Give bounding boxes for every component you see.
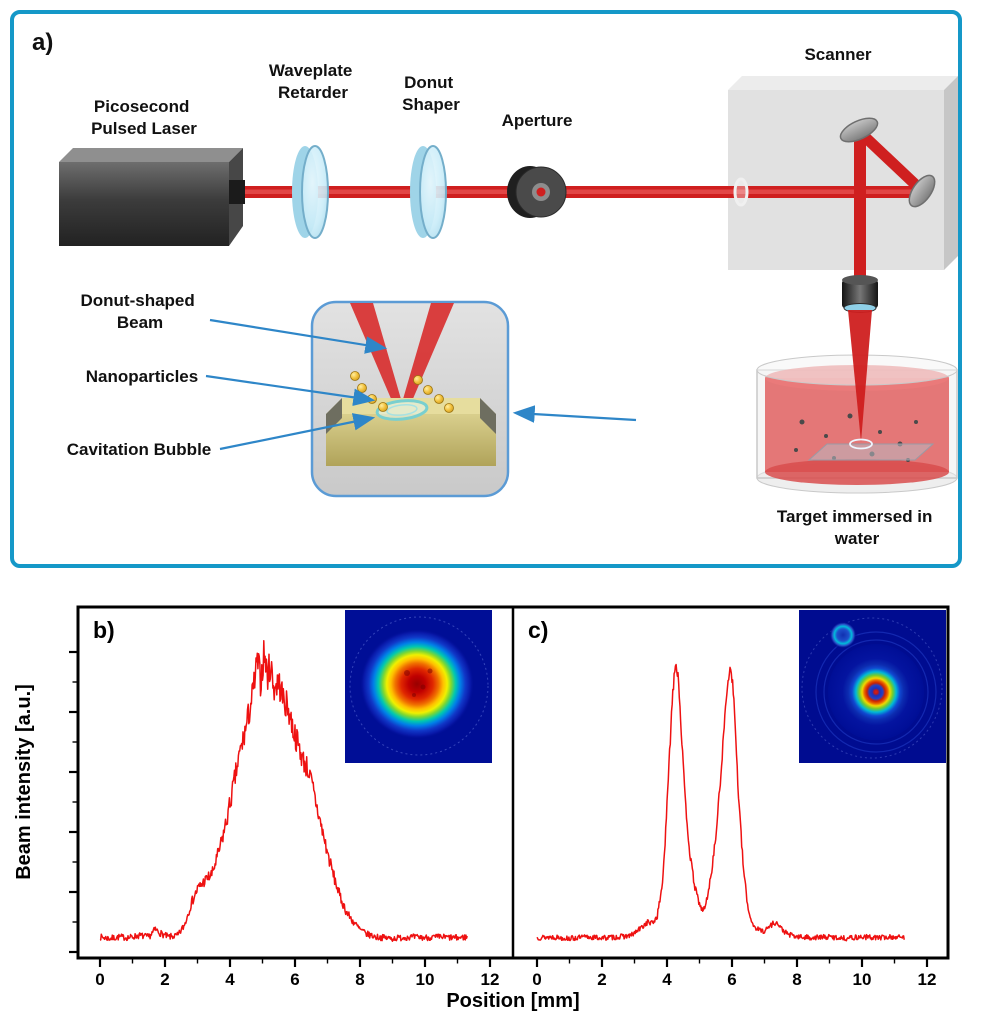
plot-frame — [76, 605, 950, 960]
galvo-mirror-2 — [908, 174, 936, 208]
x-tick-label: 10 — [853, 970, 872, 989]
focusing-lens — [842, 275, 878, 313]
target-label: Target immersed in water — [777, 507, 937, 548]
x-tick-label: 2 — [160, 970, 169, 989]
cavitation-bubble — [375, 399, 429, 421]
donut-shaper-label: Donut Shaper — [402, 73, 460, 114]
laser-label: Picosecond Pulsed Laser — [91, 97, 197, 138]
chart-plot-area: 0 2 4 6 8 10 12 0 2 4 6 8 10 12 — [69, 605, 950, 989]
optical-setup-diagram: a) Picosecond Pulsed Laser Scanner — [32, 29, 958, 548]
beaker-to-inset-arrow — [512, 405, 637, 423]
x-tick-label: 12 — [481, 970, 500, 989]
galvo-mirror-1 — [839, 117, 879, 143]
target-plate — [807, 443, 935, 461]
waveplate-label: Waveplate Retarder — [269, 61, 357, 102]
nanoparticles-label: Nanoparticles — [86, 367, 198, 386]
panel-c-letter: c) — [528, 617, 548, 643]
panel-a-letter: a) — [32, 29, 53, 56]
picosecond-laser — [59, 148, 245, 246]
panel-b-letter: b) — [93, 617, 115, 643]
x-tick-label: 10 — [416, 970, 435, 989]
x-tick-label: 4 — [662, 970, 672, 989]
x-tick-label: 8 — [355, 970, 364, 989]
scanner-label: Scanner — [804, 45, 871, 64]
gaussian-beam-inset-image — [345, 610, 492, 763]
waveplate-retarder-lens — [292, 145, 329, 239]
zoom-inset — [310, 300, 510, 498]
scanner-box — [728, 76, 958, 270]
aperture-optic — [507, 166, 567, 218]
donut-beam-arrow — [209, 318, 388, 354]
beam-profile-panels: 0 2 4 6 8 10 12 0 2 4 6 8 10 12 b) c) Beam intensity … — [0, 595, 981, 1024]
cavitation-label: Cavitation Bubble — [67, 440, 212, 459]
x-tick-label: 4 — [225, 970, 235, 989]
y-axis-label: Beam intensity [a.u.] — [13, 684, 35, 880]
donut-beam-wedge-left — [350, 303, 403, 408]
x-tick-label: 0 — [95, 970, 104, 989]
laser-focus-ring — [849, 438, 873, 450]
aperture-label: Aperture — [502, 111, 573, 130]
donut-beam-label: Donut-shaped Beam — [80, 291, 199, 332]
secondary-ring-reflection — [828, 620, 858, 650]
scanner-entrance-hole — [733, 177, 749, 207]
donut-beam-inset-image — [799, 610, 946, 763]
x-tick-label: 8 — [792, 970, 801, 989]
x-tick-label: 12 — [918, 970, 937, 989]
x-tick-label: 6 — [727, 970, 736, 989]
panel-a-setup: a) Picosecond Pulsed Laser Scanner — [10, 10, 962, 568]
x-tick-label: 6 — [290, 970, 299, 989]
x-tick-label: 2 — [597, 970, 606, 989]
x-axis-label: Position [mm] — [446, 990, 579, 1012]
focused-beam-cone — [848, 310, 872, 442]
intensity-curve-c — [536, 663, 905, 942]
beam-profile-charts: 0 2 4 6 8 10 12 0 2 4 6 8 10 12 b) c) Beam intensity … — [13, 605, 950, 1012]
x-tick-label: 0 — [532, 970, 541, 989]
donut-shaper-lens — [410, 145, 447, 239]
cavitation-arrow — [219, 413, 376, 451]
intensity-curve-b — [99, 640, 468, 942]
nanoparticles-arrow — [205, 374, 376, 407]
